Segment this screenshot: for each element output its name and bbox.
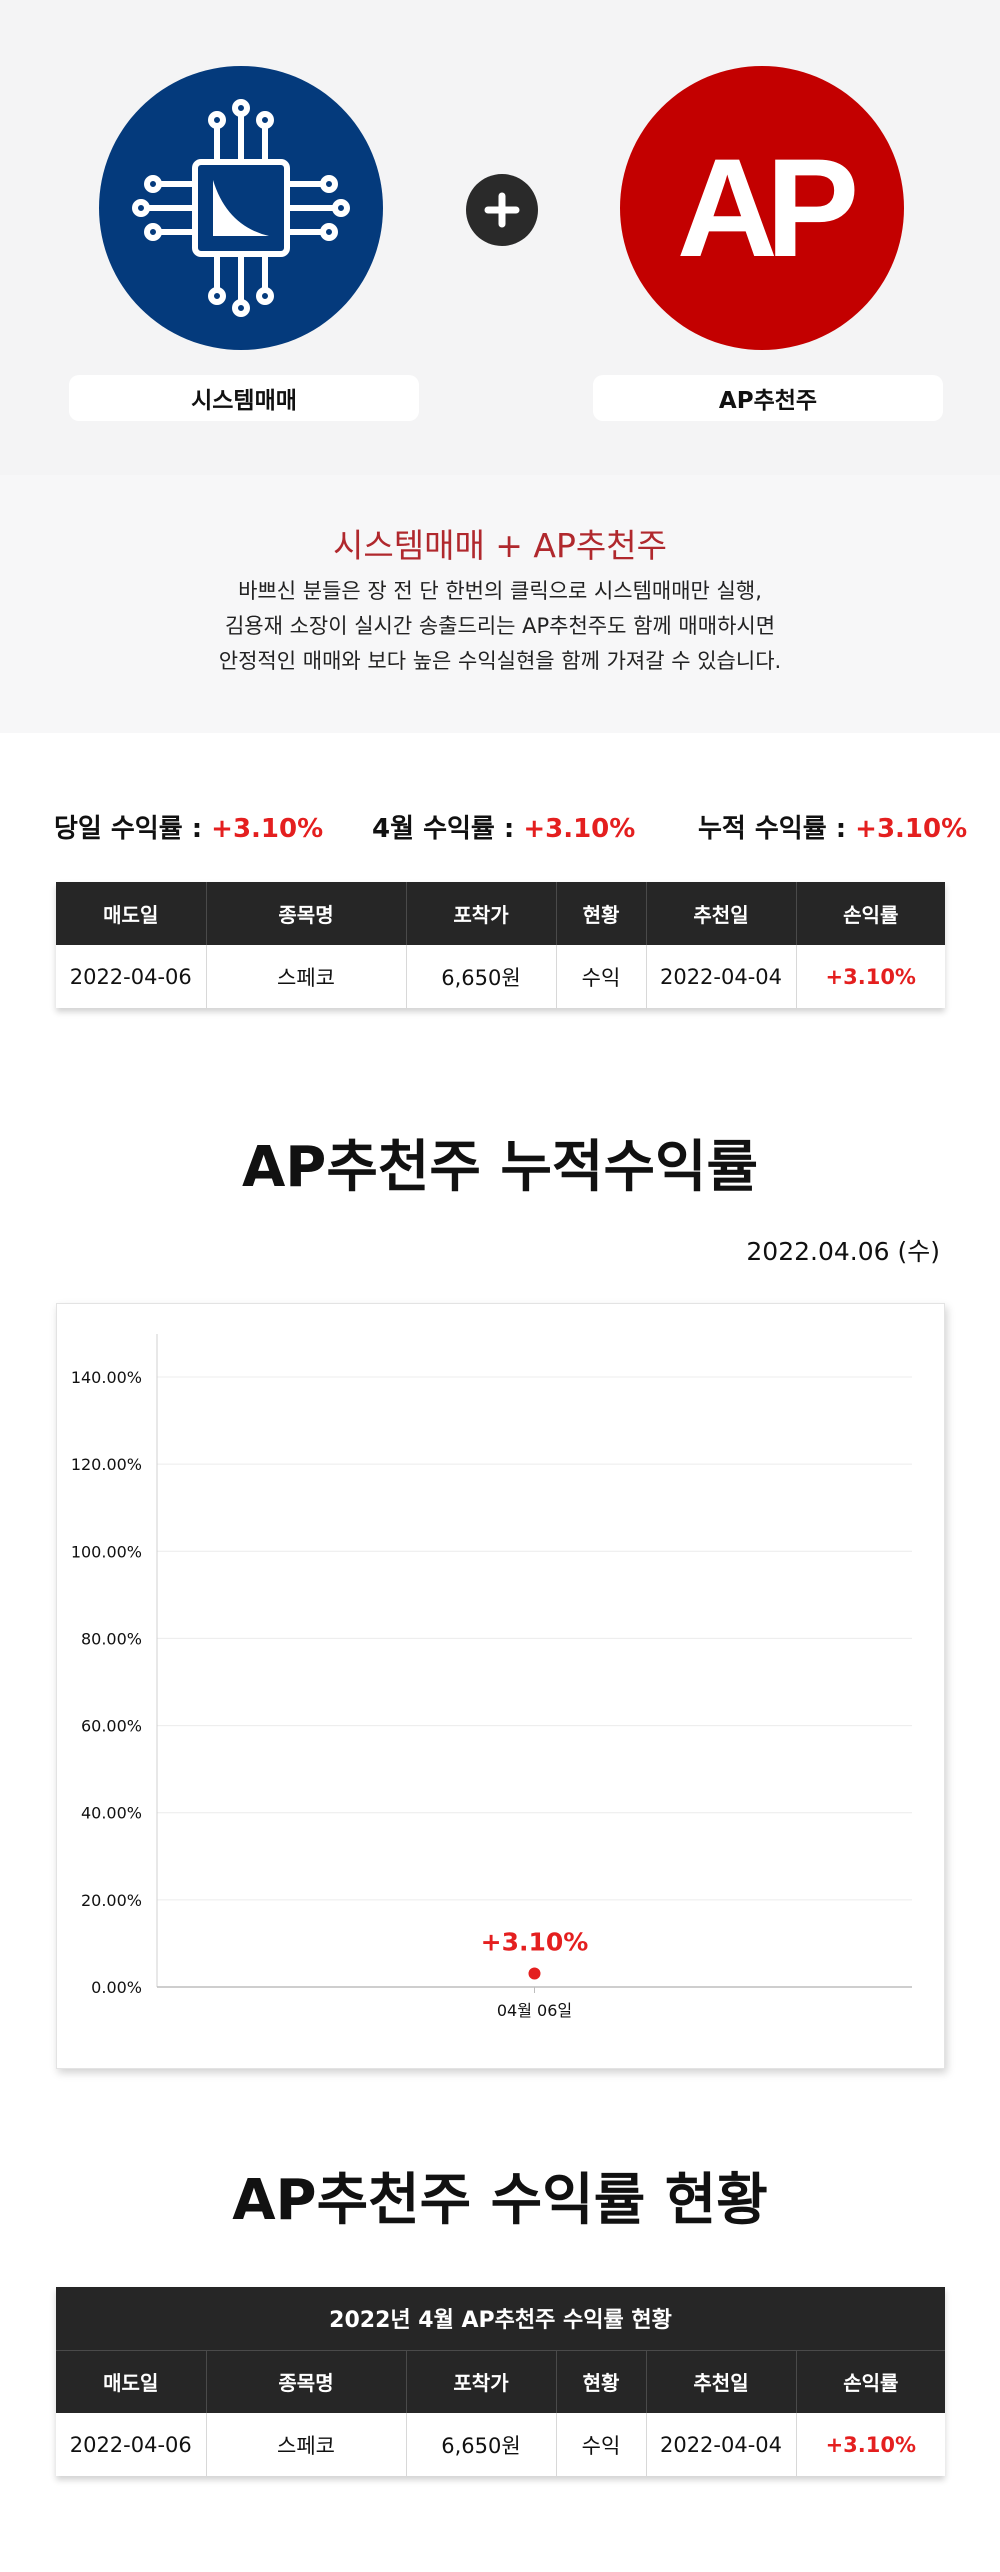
header-sell-date: 매도일 <box>56 2350 207 2413</box>
summary-value: +3.10% <box>523 814 636 844</box>
table-row: 2022-04-06 스페코 6,650원 수익 2022-04-04 +3.1… <box>56 945 945 1008</box>
header-stock-name: 종목명 <box>206 882 407 945</box>
cell-sell-date: 2022-04-06 <box>56 2413 207 2476</box>
cell-recommend-date: 2022-04-04 <box>646 2413 797 2476</box>
system-trading-logo <box>99 66 383 350</box>
header-status: 현황 <box>556 882 647 945</box>
cell-stock-name: 스페코 <box>206 2413 407 2476</box>
cell-recommend-date: 2022-04-04 <box>646 945 797 1008</box>
cumulative-return-summary: 누적 수익률 : +3.10% <box>698 808 967 845</box>
y-tick-label: 40.00% <box>81 1804 142 1823</box>
header-status: 현황 <box>556 2350 647 2413</box>
table-caption: 2022년 4월 AP추천주 수익률 현황 <box>56 2287 946 2351</box>
daily-return-summary: 당일 수익률 : +3.10% <box>54 808 323 845</box>
plus-badge <box>466 174 538 246</box>
cumulative-section-title: AP추천주 누적수익률 <box>241 1135 759 1200</box>
y-tick-label: 80.00% <box>81 1629 142 1648</box>
hero-section: AP 시스템매매 AP추천주 <box>0 0 1000 475</box>
table-caption-row: 2022년 4월 AP추천주 수익률 현황 <box>56 2287 946 2351</box>
summary-value: +3.10% <box>211 814 324 844</box>
circuit-chip-icon <box>132 99 350 317</box>
status-section-title: AP추천주 수익률 현황 <box>232 2168 768 2233</box>
cell-sell-date: 2022-04-06 <box>56 945 207 1008</box>
cell-entry-price: 6,650원 <box>406 2413 557 2476</box>
chart-svg: 0.00% 20.00% 40.00% 60.00% 80.00% 100.00% 120.… <box>71 1334 912 2020</box>
intro-line: 김용재 소장이 실시간 송출드리는 AP추천주도 함께 매매하시면 <box>224 614 776 638</box>
cell-return: +3.10% <box>825 964 916 989</box>
y-tick-label: 100.00% <box>71 1542 142 1561</box>
cumulative-return-chart: 0.00% 20.00% 40.00% 60.00% 80.00% 100.00% 120.… <box>56 1303 945 2069</box>
cell-status: 수익 <box>556 2413 647 2476</box>
recent-trade-table: 매도일 종목명 포착가 현황 추천일 손익률 2022-04-06 스페코 6,… <box>56 882 945 1008</box>
table-row: 2022-04-06 스페코 6,650원 수익 2022-04-04 +3.1… <box>56 2413 945 2476</box>
plus-icon <box>484 192 520 228</box>
monthly-status-table: 2022년 4월 AP추천주 수익률 현황 매도일 종목명 포착가 현황 추천일… <box>56 2287 946 2476</box>
system-trading-label: 시스템매매 <box>69 375 419 421</box>
cell-entry-price: 6,650원 <box>406 945 557 1008</box>
cell-return: +3.10% <box>825 2432 917 2457</box>
ap-logo: AP <box>620 66 904 350</box>
summary-label: 누적 수익률 : <box>698 814 856 844</box>
header-recommend-date: 추천일 <box>646 2350 797 2413</box>
chart-date-label: 2022.04.06 (수) <box>746 1237 940 1266</box>
header-return: 손익률 <box>796 2350 946 2413</box>
header-return: 손익률 <box>796 882 945 945</box>
header-stock-name: 종목명 <box>206 2350 407 2413</box>
data-point <box>528 1967 541 1980</box>
header-sell-date: 매도일 <box>56 882 207 945</box>
summary-label: 4월 수익률 : <box>372 814 524 844</box>
cell-status: 수익 <box>556 945 647 1008</box>
ap-logo-text: AP <box>676 129 859 286</box>
monthly-return-summary: 4월 수익률 : +3.10% <box>372 808 635 845</box>
x-tick-label: 04월 06일 <box>497 2001 572 2020</box>
y-tick-label: 60.00% <box>81 1717 142 1736</box>
header-recommend-date: 추천일 <box>646 882 797 945</box>
summary-value: +3.10% <box>855 814 968 844</box>
intro-line: 안정적인 매매와 보다 높은 수익실현을 함께 가져갈 수 있습니다. <box>218 649 782 673</box>
table-header-row: 매도일 종목명 포착가 현황 추천일 손익률 <box>56 2350 946 2413</box>
header-entry-price: 포착가 <box>406 2350 557 2413</box>
intro-title: 시스템매매 + AP추천주 <box>333 526 667 565</box>
header-entry-price: 포착가 <box>406 882 557 945</box>
y-tick-label: 140.00% <box>71 1368 142 1387</box>
y-tick-label: 20.00% <box>81 1891 142 1910</box>
cell-stock-name: 스페코 <box>206 945 407 1008</box>
y-tick-label: 0.00% <box>91 1978 142 1997</box>
table-header-row: 매도일 종목명 포착가 현황 추천일 손익률 <box>56 882 945 945</box>
intro-line: 바쁘신 분들은 장 전 단 한번의 클릭으로 시스템매매만 실행, <box>238 579 762 603</box>
summary-label: 당일 수익률 : <box>54 814 212 844</box>
data-label: +3.10% <box>481 1927 589 1956</box>
intro-section: 시스템매매 + AP추천주 바쁘신 분들은 장 전 단 한번의 클릭으로 시스템… <box>0 475 1000 733</box>
ap-recommend-label: AP추천주 <box>593 375 943 421</box>
y-tick-label: 120.00% <box>71 1455 142 1474</box>
